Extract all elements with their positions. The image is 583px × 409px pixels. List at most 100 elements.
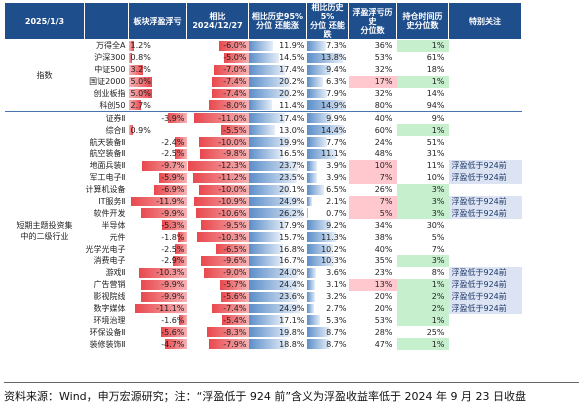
p95-cell: 17.4%: [248, 64, 307, 76]
change-value: -5.5%: [223, 125, 247, 135]
float-cell: -1.8%: [129, 231, 187, 243]
p95-bar: [248, 100, 273, 111]
p5-value: 6.3%: [326, 77, 347, 87]
p95-cell: 14.5%: [248, 52, 307, 64]
header-hist-pct: 浮盈浮亏历史 分位数: [348, 2, 397, 40]
float-bar: [140, 279, 187, 290]
float-bar: [160, 327, 187, 338]
change-value: -9.0%: [223, 268, 247, 278]
p95-cell: 26.2%: [248, 207, 307, 219]
p5-cell: 9.9%: [306, 111, 349, 125]
change-value: -12.3%: [218, 161, 247, 171]
change-value: -11.2%: [218, 173, 247, 183]
float-value: -9.7%: [161, 161, 185, 171]
p5-bar: [306, 208, 309, 219]
change-cell: -5.5%: [187, 124, 249, 136]
hist-percentile: 28%: [374, 327, 393, 337]
row-name: 科创50: [99, 100, 126, 110]
special-note: [449, 99, 522, 111]
table-row: 光学光电子 -2.5% -6.5% 16.8% 10.2% 40% 7%: [5, 243, 522, 255]
hist-percentile: 40%: [348, 111, 397, 125]
special-note: [449, 338, 522, 350]
hold-percentile: 3%: [396, 183, 449, 196]
p5-value: 7.3%: [326, 41, 347, 51]
hist-percentile: 24%: [374, 137, 393, 147]
p5-cell: 11.3%: [306, 231, 349, 243]
p95-value: 16.5%: [279, 149, 305, 159]
change-bar: [197, 232, 249, 243]
p95-bar: [248, 76, 291, 87]
p5-bar: [306, 327, 330, 338]
float-value: -2.5%: [161, 244, 185, 254]
p5-bar: [306, 244, 334, 255]
p5-bar: [306, 279, 315, 290]
p5-bar: [306, 113, 333, 124]
table-row: 计算机设备 -6.9% -10.0% 20.1% 6.5% 26% 3%: [5, 183, 522, 196]
p95-bar: [248, 327, 290, 338]
p5-bar: [306, 184, 324, 195]
p95-cell: 23.5%: [248, 172, 307, 184]
hold-percentile: 1%: [396, 278, 449, 291]
special-note: [449, 88, 522, 100]
p95-value: 24.9%: [279, 197, 305, 207]
special-note: 浮盈低于924前: [448, 171, 522, 184]
float-cell: -11.9%: [129, 196, 187, 208]
hold-percentile: 2%: [396, 302, 449, 315]
float-cell: -5.3%: [129, 219, 187, 231]
float-value: -3.9%: [161, 113, 185, 123]
p5-value: 10.3%: [321, 256, 347, 266]
table-row: 指数 万得全A 1.2% -6.0% 11.9% 7.3% 36% 1%: [5, 39, 522, 80]
p95-cell: 11.4%: [248, 99, 307, 111]
float-bar: [128, 125, 133, 136]
hist-percentile: 36%: [374, 41, 393, 51]
p5-cell: 7.7%: [306, 136, 349, 148]
p95-value: 20.2%: [279, 89, 305, 98]
float-value: -1.6%: [161, 315, 185, 325]
p5-bar: [306, 64, 332, 75]
table-row: 影视院线 -9.9% -5.6% 23.6% 3.2% 20% 2% 浮盈低于924前: [5, 290, 522, 303]
p5-cell: 3.9%: [306, 172, 349, 184]
float-value: -5.3%: [161, 220, 185, 230]
row-name: 综合Ⅱ: [105, 125, 126, 135]
p5-value: 9.2%: [326, 220, 347, 230]
hold-percentile: 31%: [426, 149, 445, 159]
p95-bar: [248, 208, 303, 219]
p5-bar: [306, 88, 328, 99]
p95-cell: 20.1%: [248, 184, 307, 196]
float-cell: -4.7%: [129, 338, 187, 350]
float-cell: 1.2%: [128, 40, 187, 52]
table-row: 航天装备Ⅱ -2.4% -10.0% 19.9% 7.7% 24% 51%: [5, 136, 522, 148]
p5-bar: [306, 76, 324, 87]
hist-percentile: 7%: [348, 195, 397, 208]
p5-bar: [306, 172, 317, 183]
p5-value: 14.4%: [321, 125, 347, 135]
hold-percentile: 1%: [396, 338, 449, 351]
p5-bar: [306, 303, 314, 314]
float-value: -10.3%: [156, 268, 185, 278]
change-cell: -10.3%: [187, 231, 249, 243]
float-bar: [173, 256, 187, 266]
header-float: 板块浮盈浮亏: [128, 2, 187, 40]
p95-bar: [248, 291, 298, 302]
p95-cell: 20.2%: [248, 76, 307, 88]
change-value: -5.4%: [223, 315, 247, 325]
p95-bar: [248, 256, 284, 266]
p5-value: 7.9%: [326, 89, 347, 98]
p5-value: 8.7%: [326, 327, 347, 337]
p5-cell: 2.1%: [306, 196, 349, 208]
p95-cell: 20.2%: [248, 88, 307, 100]
float-cell: -9.9%: [129, 279, 187, 291]
change-value: -6.5%: [223, 244, 247, 254]
p95-value: 26.2%: [279, 208, 305, 218]
p5-value: 5.3%: [326, 315, 347, 325]
p5-cell: 3.9%: [306, 160, 349, 172]
p5-value: 3.9%: [326, 161, 347, 171]
p95-value: 23.7%: [279, 161, 305, 171]
p5-bar: [306, 196, 312, 207]
p5-cell: 9.2%: [306, 219, 349, 231]
row-name: 计算机设备: [85, 185, 126, 195]
p95-bar: [248, 196, 301, 207]
hold-percentile: 10%: [426, 173, 445, 183]
p95-value: 14.5%: [279, 53, 305, 63]
change-cell: -12.3%: [187, 160, 249, 172]
